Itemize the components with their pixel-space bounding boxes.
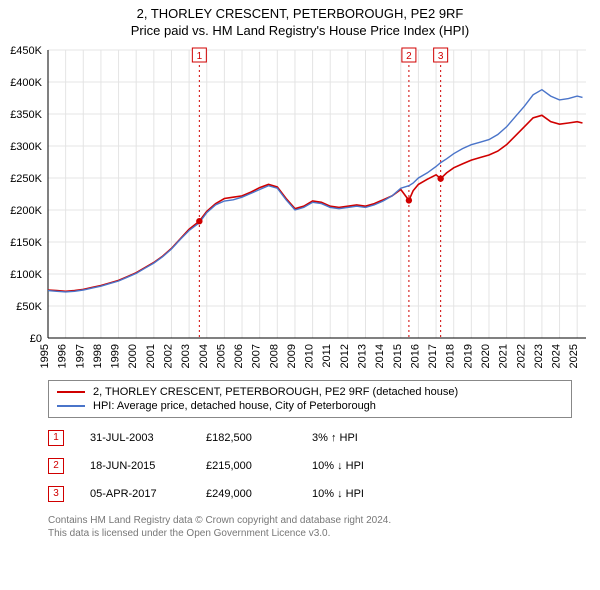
sale-marker: 1 [48,430,64,446]
legend-box: 2, THORLEY CRESCENT, PETERBOROUGH, PE2 9… [48,380,572,418]
sale-diff: 10% ↓ HPI [312,488,364,500]
sale-row: 1 31-JUL-2003 £182,500 3% ↑ HPI [48,424,572,452]
svg-text:2022: 2022 [515,344,527,368]
svg-text:2007: 2007 [251,344,263,368]
svg-text:2009: 2009 [286,344,298,368]
svg-text:£0: £0 [30,333,42,345]
sale-row: 3 05-APR-2017 £249,000 10% ↓ HPI [48,480,572,508]
svg-text:3: 3 [438,51,444,62]
svg-text:1997: 1997 [74,344,86,368]
svg-text:2013: 2013 [357,344,369,368]
svg-text:2004: 2004 [198,344,210,368]
sale-price: £249,000 [206,488,286,500]
svg-text:2016: 2016 [409,344,421,368]
svg-text:£150K: £150K [10,237,42,249]
sale-row: 2 18-JUN-2015 £215,000 10% ↓ HPI [48,452,572,480]
sale-dot [406,197,412,203]
legend-swatch [57,405,85,407]
svg-text:2010: 2010 [304,344,316,368]
svg-text:2025: 2025 [568,344,580,368]
chart-svg: £0 £50K £100K £150K £200K £250K £300K £350K £400… [0,38,600,378]
sale-diff: 3% ↑ HPI [312,432,358,444]
titles: 2, THORLEY CRESCENT, PETERBOROUGH, PE2 9… [0,0,600,38]
sale-date: 18-JUN-2015 [90,460,180,472]
svg-text:2011: 2011 [321,344,333,368]
svg-text:2005: 2005 [215,344,227,368]
title-line1: 2, THORLEY CRESCENT, PETERBOROUGH, PE2 9… [0,6,600,21]
sale-diff: 10% ↓ HPI [312,460,364,472]
svg-text:2019: 2019 [462,344,474,368]
svg-text:£350K: £350K [10,109,42,121]
svg-text:£300K: £300K [10,141,42,153]
legend-row: HPI: Average price, detached house, City… [57,399,563,413]
title-line2: Price paid vs. HM Land Registry's House … [0,23,600,38]
sale-marker: 3 [48,486,64,502]
legend-label: HPI: Average price, detached house, City… [93,400,376,412]
svg-text:2: 2 [406,51,412,62]
legend-swatch [57,391,85,393]
svg-text:£400K: £400K [10,77,42,89]
svg-text:2000: 2000 [127,344,139,368]
svg-text:2018: 2018 [445,344,457,368]
sale-marker: 2 [48,458,64,474]
sale-dot [437,175,443,181]
svg-text:1: 1 [197,51,203,62]
svg-text:£450K: £450K [10,45,42,57]
svg-text:2024: 2024 [551,344,563,368]
footer-line2: This data is licensed under the Open Gov… [48,527,572,540]
svg-text:2021: 2021 [498,344,510,368]
legend-label: 2, THORLEY CRESCENT, PETERBOROUGH, PE2 9… [93,386,458,398]
sales-list: 1 31-JUL-2003 £182,500 3% ↑ HPI 2 18-JUN-2015… [48,424,572,508]
svg-text:1999: 1999 [110,344,122,368]
svg-text:2006: 2006 [233,344,245,368]
svg-text:2003: 2003 [180,344,192,368]
chart-container: 2, THORLEY CRESCENT, PETERBOROUGH, PE2 9… [0,0,600,540]
svg-text:2001: 2001 [145,344,157,368]
svg-text:1998: 1998 [92,344,104,368]
svg-text:1996: 1996 [57,344,69,368]
svg-text:£200K: £200K [10,205,42,217]
legend-row: 2, THORLEY CRESCENT, PETERBOROUGH, PE2 9… [57,385,563,399]
svg-text:£100K: £100K [10,269,42,281]
sale-price: £182,500 [206,432,286,444]
svg-text:2023: 2023 [533,344,545,368]
svg-text:1995: 1995 [39,344,51,368]
sale-date: 05-APR-2017 [90,488,180,500]
footer-line1: Contains HM Land Registry data © Crown c… [48,514,572,527]
svg-text:2002: 2002 [162,344,174,368]
svg-text:2008: 2008 [268,344,280,368]
footer: Contains HM Land Registry data © Crown c… [48,514,572,540]
svg-text:£50K: £50K [16,301,42,313]
svg-text:£250K: £250K [10,173,42,185]
svg-text:2012: 2012 [339,344,351,368]
sale-price: £215,000 [206,460,286,472]
svg-text:2020: 2020 [480,344,492,368]
sale-dot [196,218,202,224]
svg-text:2014: 2014 [374,344,386,368]
sale-date: 31-JUL-2003 [90,432,180,444]
svg-text:2017: 2017 [427,344,439,368]
chart-area: £0 £50K £100K £150K £200K £250K £300K £350K £400… [0,38,600,378]
svg-text:2015: 2015 [392,344,404,368]
